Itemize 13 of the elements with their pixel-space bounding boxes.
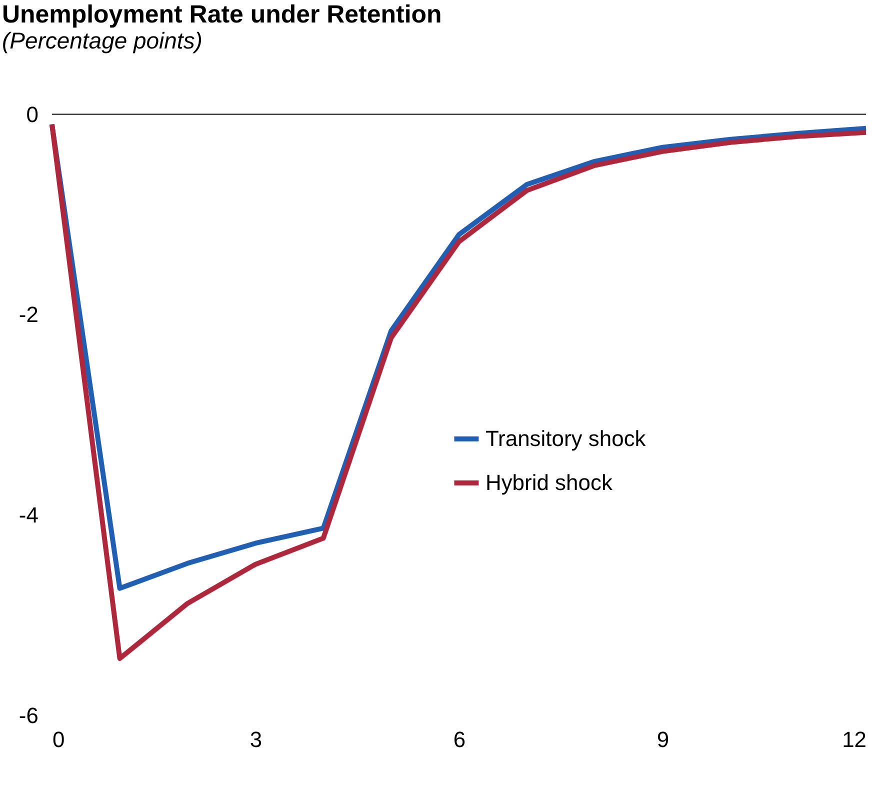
chart-title: Unemployment Rate under Retention [2,0,442,28]
y-tick-label: -4 [18,502,38,528]
x-tick-label: 6 [453,727,466,752]
legend-label: Transitory shock [485,426,647,451]
x-tick-label: 9 [656,727,670,752]
y-tick-label: 0 [26,102,38,127]
y-tick-label: -6 [18,703,38,728]
x-tick-label: 0 [52,727,65,752]
x-tick-label: 3 [250,727,262,752]
y-tick-label: -2 [18,302,38,328]
chart-subtitle: (Percentage points) [2,27,202,54]
x-tick-label: 12 [842,727,867,752]
legend-label: Hybrid shock [485,470,614,495]
